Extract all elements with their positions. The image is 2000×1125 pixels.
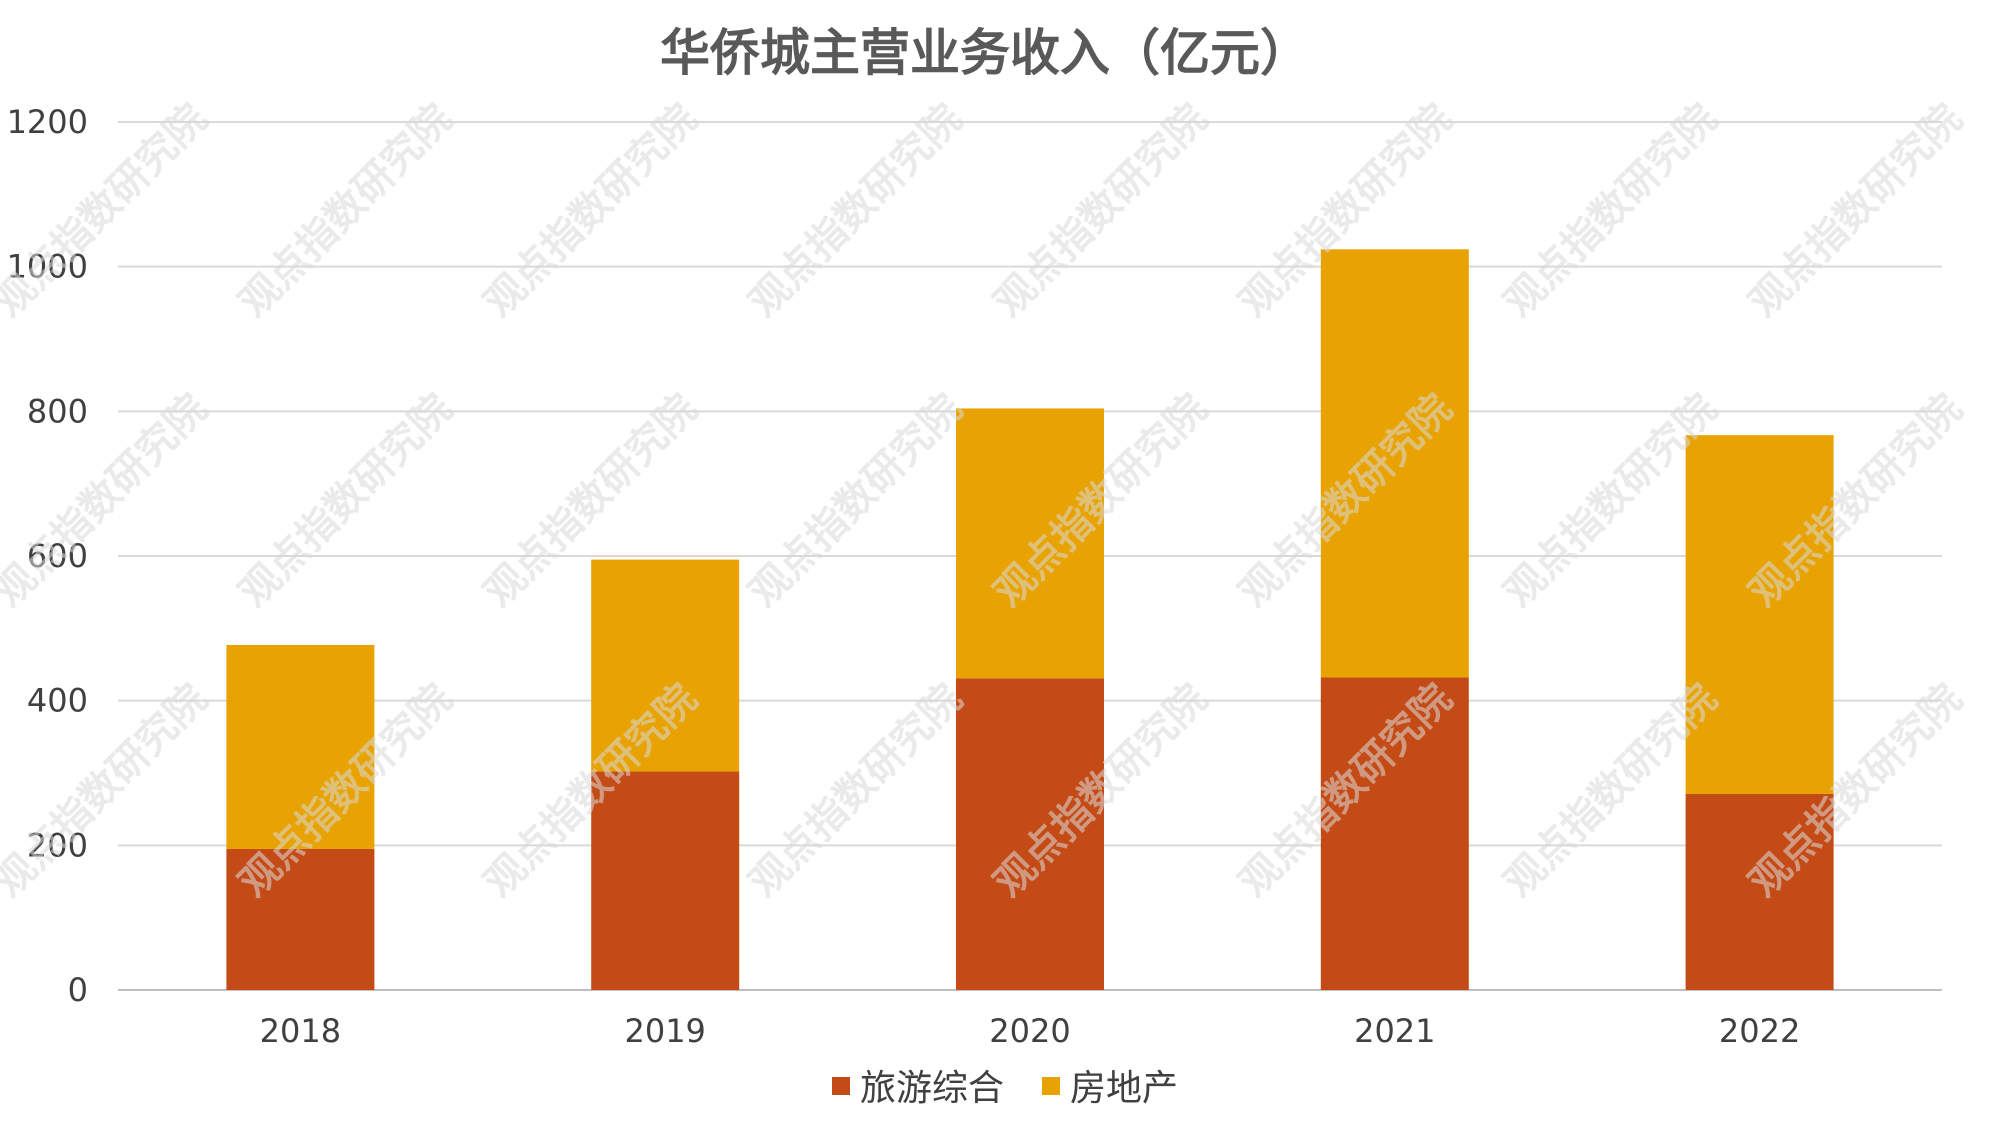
watermark-text: 观点指数研究院: [231, 386, 462, 617]
bar-2022-series-0: [1685, 793, 1834, 990]
y-tick-label: 600: [27, 537, 88, 575]
bar-2021-series-0: [1320, 677, 1469, 990]
x-tick-label: 2022: [1719, 1012, 1800, 1050]
watermark-text: 观点指数研究院: [986, 96, 1217, 327]
y-tick-label: 0: [68, 971, 88, 1009]
y-tick-label: 800: [27, 392, 88, 430]
y-tick-label: 1200: [7, 103, 88, 141]
bar-2019-series-0: [591, 771, 740, 990]
y-tick-label: 400: [27, 682, 88, 720]
watermark-text: 观点指数研究院: [476, 96, 707, 327]
bar-2022-series-1: [1685, 435, 1834, 794]
bar-2018-series-0: [226, 848, 375, 990]
watermark-text: 观点指数研究院: [741, 386, 972, 617]
watermark-text: 观点指数研究院: [741, 676, 972, 907]
y-tick-label: 200: [27, 826, 88, 864]
x-tick-label: 2018: [260, 1012, 341, 1050]
chart-title: 华侨城主营业务收入（亿元）: [660, 24, 1310, 82]
x-tick-label: 2021: [1354, 1012, 1435, 1050]
watermark-text: 观点指数研究院: [231, 96, 462, 327]
x-tick-label: 2020: [989, 1012, 1070, 1050]
legend-label: 房地产: [1070, 1068, 1178, 1109]
watermark-text: 观点指数研究院: [741, 96, 972, 327]
bars: [226, 249, 1834, 990]
watermark-text: 观点指数研究院: [1741, 96, 1972, 327]
y-axis-tick-labels: 0 200 400 600 800 1000 1200: [7, 103, 88, 1009]
y-tick-label: 1000: [7, 248, 88, 286]
bar-2021-series-1: [1320, 249, 1469, 678]
bar-2018-series-1: [226, 644, 375, 849]
x-tick-label: 2019: [624, 1012, 705, 1050]
x-axis-tick-labels: 2018 2019 2020 2021 2022: [260, 1012, 1801, 1050]
bar-2019-series-1: [591, 559, 740, 772]
watermark-text: 观点指数研究院: [1496, 96, 1727, 327]
bar-2020-series-0: [956, 678, 1104, 990]
legend-swatch: [832, 1077, 850, 1095]
legend-swatch: [1042, 1077, 1060, 1095]
legend: 旅游综合 房地产: [832, 1068, 1178, 1109]
bar-2020-series-1: [956, 408, 1104, 679]
legend-label: 旅游综合: [860, 1068, 1004, 1109]
